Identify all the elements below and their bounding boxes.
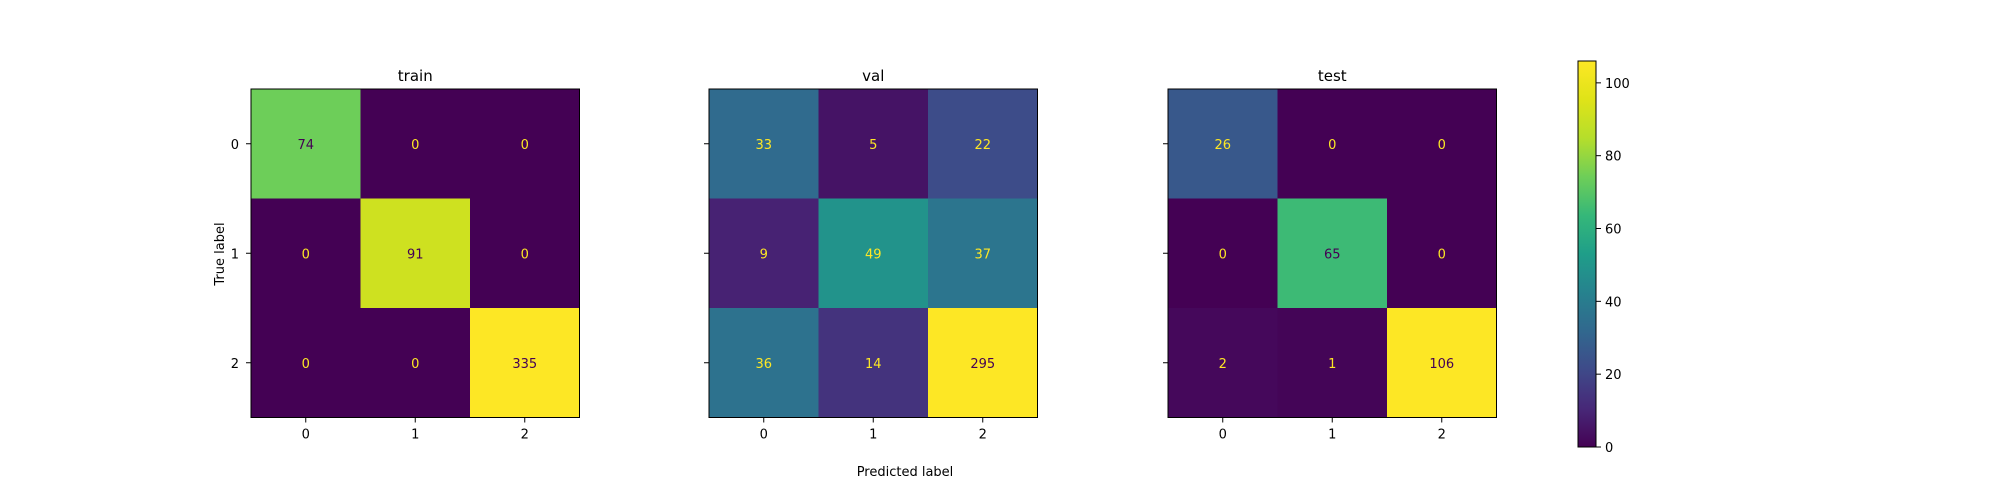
- cell-value-label: 0: [521, 247, 529, 262]
- matrix-cell: [470, 308, 580, 418]
- cell-value-label: 5: [869, 138, 877, 153]
- y-tick-label: 2: [231, 357, 239, 372]
- matrix-cell: [818, 308, 929, 418]
- cell-value-label: 0: [1438, 247, 1446, 262]
- cell-value-label: 22: [974, 138, 991, 153]
- x-tick-label: 1: [869, 428, 877, 443]
- cell-value-label: 0: [411, 138, 419, 153]
- x-axis-label: Predicted label: [857, 465, 954, 480]
- matrix-cell: [818, 198, 929, 309]
- cell-value-label: 91: [407, 247, 424, 262]
- matrix-cell: [709, 308, 819, 418]
- cell-value-label: 0: [1438, 138, 1446, 153]
- confusion-matrix-test: 26 0 0 0 65 0 2 1 106 test 0 1 2: [1163, 67, 1497, 443]
- colorbar-gradient: [1578, 61, 1596, 447]
- cell-value-label: 106: [1429, 357, 1454, 372]
- x-tick-label: 2: [1438, 428, 1446, 443]
- cell-value-label: 74: [297, 138, 314, 153]
- matrix-cell: [928, 198, 1038, 309]
- cell-value-label: 0: [521, 138, 529, 153]
- matrix-cell: [360, 89, 471, 199]
- cell-value-label: 36: [755, 357, 772, 372]
- x-tick-label: 2: [979, 428, 987, 443]
- cell-value-label: 335: [512, 357, 537, 372]
- matrix-cell: [1168, 198, 1278, 309]
- cell-value-label: 26: [1214, 138, 1231, 153]
- matrix-cell: [709, 198, 819, 309]
- colorbar-tick-label: 20: [1605, 368, 1622, 383]
- x-tick-label: 1: [411, 428, 419, 443]
- x-tick-label: 1: [1328, 428, 1336, 443]
- matrix-cell: [1387, 198, 1497, 309]
- matrix-cell: [251, 89, 361, 199]
- panel-title: val: [862, 67, 884, 85]
- matrix-cell: [251, 198, 361, 309]
- cell-value-label: 65: [1324, 247, 1341, 262]
- x-tick-label: 0: [760, 428, 768, 443]
- matrix-cell: [709, 89, 819, 199]
- matrix-cell: [928, 89, 1038, 199]
- cell-value-label: 0: [411, 357, 419, 372]
- colorbar-tick-label: 0: [1605, 441, 1613, 456]
- x-tick-label: 0: [1219, 428, 1227, 443]
- matrix-cell: [1168, 308, 1278, 418]
- cell-value-label: 295: [970, 357, 995, 372]
- cell-value-label: 2: [1219, 357, 1227, 372]
- colorbar: 0 20 40 60 80 100: [1577, 60, 1630, 456]
- cell-value-label: 33: [755, 138, 772, 153]
- x-tick-label: 2: [521, 428, 529, 443]
- matrix-cell: [928, 308, 1038, 418]
- cell-value-label: 0: [302, 247, 310, 262]
- cell-value-label: 1: [1328, 357, 1336, 372]
- panel-title: test: [1318, 67, 1347, 85]
- matrix-cell: [1168, 89, 1278, 199]
- colorbar-frame: [1577, 60, 1597, 448]
- y-tick-label: 0: [231, 138, 239, 153]
- matrix-cell: [251, 308, 361, 418]
- confusion-matrix-train: 74 0 0 0 91 0 0 0 335 train 0 1 2 0 1 2: [231, 67, 580, 443]
- matrix-cell: [1277, 308, 1388, 418]
- cell-value-label: 0: [1219, 247, 1227, 262]
- matrix-cell: [1277, 89, 1388, 199]
- matrix-cell: [1387, 89, 1497, 199]
- cell-value-label: 0: [1328, 138, 1336, 153]
- colorbar-tick-label: 80: [1605, 150, 1622, 165]
- panel-title: train: [398, 67, 433, 85]
- colorbar-tick-label: 60: [1605, 223, 1622, 238]
- y-axis-label: True label: [213, 222, 228, 286]
- matrix-cell: [360, 308, 471, 418]
- cell-value-label: 49: [865, 247, 882, 262]
- x-tick-label: 0: [302, 428, 310, 443]
- matrix-cell: [360, 198, 471, 309]
- colorbar-tick-label: 40: [1605, 295, 1622, 310]
- y-tick-label: 1: [231, 247, 239, 262]
- confusion-matrix-val: 33 5 22 9 49 37 36 14 295 val 0 1 2: [704, 67, 1038, 443]
- colorbar-tick-label: 100: [1605, 77, 1630, 92]
- matrix-cell: [470, 89, 580, 199]
- cell-value-label: 14: [865, 357, 882, 372]
- cell-value-label: 37: [974, 247, 991, 262]
- cell-value-label: 0: [302, 357, 310, 372]
- matrix-cell: [818, 89, 929, 199]
- matrix-cell: [1387, 308, 1497, 418]
- matrix-cell: [470, 198, 580, 309]
- matrix-cell: [1277, 198, 1388, 309]
- cell-value-label: 9: [760, 247, 768, 262]
